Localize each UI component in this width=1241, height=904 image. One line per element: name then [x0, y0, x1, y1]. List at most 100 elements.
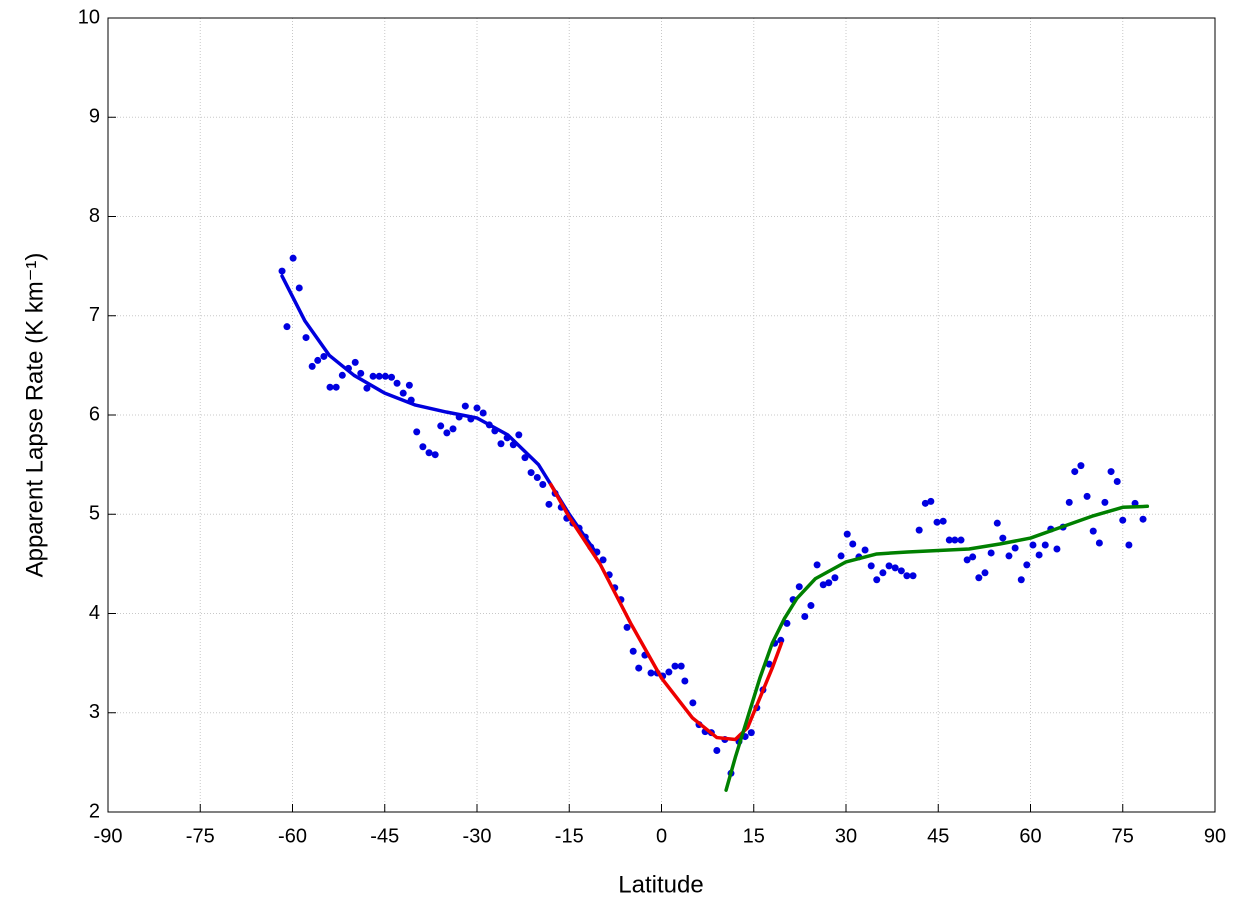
point	[873, 576, 881, 584]
point	[981, 569, 989, 577]
point	[801, 612, 809, 620]
point	[837, 552, 845, 560]
point	[681, 677, 689, 685]
point	[289, 254, 297, 262]
point	[1041, 541, 1049, 549]
point	[393, 379, 401, 387]
y-tick-label: 10	[78, 6, 100, 28]
point	[357, 369, 365, 377]
point	[1071, 468, 1079, 476]
point	[1125, 541, 1133, 549]
point	[473, 404, 481, 412]
y-tick-label: 3	[89, 701, 100, 723]
y-tick-label: 6	[89, 403, 100, 425]
point	[1005, 552, 1013, 560]
point	[629, 647, 637, 655]
point	[897, 567, 905, 575]
point	[1089, 527, 1097, 535]
point	[425, 449, 433, 457]
point	[314, 356, 322, 364]
point	[945, 536, 953, 544]
point	[713, 746, 721, 754]
point	[302, 334, 310, 342]
point	[461, 402, 469, 410]
point	[320, 352, 328, 360]
point	[1139, 515, 1147, 523]
point	[1053, 545, 1061, 553]
point	[831, 574, 839, 582]
fit-line	[280, 274, 599, 556]
point	[497, 440, 505, 448]
point	[1083, 492, 1091, 500]
point	[765, 660, 773, 668]
point	[533, 474, 541, 482]
point	[527, 469, 535, 477]
y-tick-label: 4	[89, 602, 100, 624]
point	[927, 497, 935, 505]
x-axis-label: Latitude	[618, 871, 703, 898]
point	[747, 729, 755, 737]
point	[369, 372, 377, 380]
point	[278, 267, 286, 275]
point	[375, 372, 383, 380]
point	[933, 518, 941, 526]
y-tick-label: 5	[89, 503, 100, 525]
fit-line	[549, 482, 784, 742]
point	[665, 668, 673, 676]
point	[1065, 498, 1073, 506]
point	[363, 384, 371, 392]
point	[635, 664, 643, 672]
point	[443, 429, 451, 437]
point	[849, 540, 857, 548]
x-tick-label: 60	[1019, 825, 1041, 847]
point	[647, 669, 655, 677]
y-tick-label: 7	[89, 304, 100, 326]
point	[879, 569, 887, 577]
point	[795, 583, 803, 591]
point	[825, 579, 833, 587]
y-tick-label: 2	[89, 800, 100, 822]
point	[951, 536, 959, 544]
point	[1029, 541, 1037, 549]
point	[332, 383, 340, 391]
point	[671, 662, 679, 670]
point	[1113, 477, 1121, 485]
x-tick-label: 30	[835, 825, 857, 847]
point	[351, 358, 359, 366]
point	[1119, 516, 1127, 524]
point	[381, 372, 389, 380]
x-tick-label: 15	[743, 825, 765, 847]
x-tick-label: -60	[278, 825, 307, 847]
point	[903, 572, 911, 580]
point	[921, 499, 929, 507]
point	[419, 443, 427, 451]
point	[405, 381, 413, 389]
point	[1017, 576, 1025, 584]
point	[963, 556, 971, 564]
point	[338, 371, 346, 379]
point	[413, 428, 421, 436]
point	[975, 574, 983, 582]
point	[885, 562, 893, 570]
point	[449, 425, 457, 433]
point	[1095, 539, 1103, 547]
y-tick-label: 9	[89, 106, 100, 128]
point	[308, 362, 316, 370]
point	[783, 619, 791, 627]
point	[969, 553, 977, 561]
point	[1011, 544, 1019, 552]
plot-frame	[107, 17, 1216, 813]
point	[1023, 561, 1031, 569]
point	[987, 549, 995, 557]
point	[939, 517, 947, 525]
point	[545, 500, 553, 508]
point	[861, 546, 869, 554]
point	[689, 699, 697, 707]
point	[539, 480, 547, 488]
point	[915, 526, 923, 534]
point	[283, 323, 291, 331]
point	[326, 383, 334, 391]
point	[1035, 551, 1043, 559]
point	[479, 409, 487, 417]
point	[623, 623, 631, 631]
